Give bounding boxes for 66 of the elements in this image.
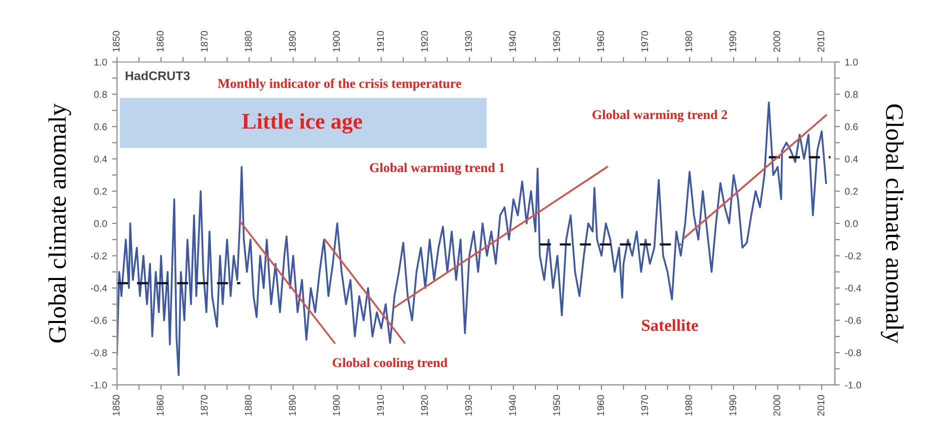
x-tick-label: 1940 <box>509 395 516 416</box>
y2-tick-label: -0.2 <box>845 252 861 260</box>
y2-tick-label: -0.8 <box>845 349 861 356</box>
x2-tick-label: 1860 <box>156 31 164 52</box>
x-tick-label: 1990 <box>729 395 736 416</box>
y-tick-label: -0.8 <box>90 349 107 356</box>
y2-tick-label: 0.2 <box>845 188 858 195</box>
x-tick-label: 1950 <box>553 395 560 416</box>
y-tick-label: 0.0 <box>94 220 107 228</box>
x-tick-label: 1930 <box>465 395 472 416</box>
x2-tick-label: 1910 <box>376 31 384 52</box>
x-tick-label: 1970 <box>641 395 648 416</box>
y-tick-label: 0.4 <box>94 156 107 162</box>
x2-tick-label: 2000 <box>773 31 780 52</box>
y2-tick-label: 0.6 <box>845 123 858 130</box>
x2-tick-label: 1960 <box>597 31 604 52</box>
y-axis-title: Global climate anomaly <box>48 103 72 343</box>
x-tick-label: 2000 <box>773 395 780 416</box>
annotation: Satellite <box>642 319 698 331</box>
y2-tick-label: -0.6 <box>845 317 861 324</box>
x-tick-label: 1900 <box>332 395 340 416</box>
y-tick-label: -0.2 <box>90 252 107 260</box>
x2-tick-label: 1920 <box>421 31 428 52</box>
y2-tick-label: -0.4 <box>845 284 862 292</box>
y2-tick-label: 0.4 <box>845 156 858 162</box>
x-tick-label: 1850 <box>112 395 120 416</box>
annotation: Global warming trend 1 <box>370 162 504 175</box>
y2-tick-label: -1.0 <box>845 382 862 389</box>
x2-tick-label: 1990 <box>729 31 736 52</box>
y-tick-label: 0.2 <box>94 188 107 195</box>
x-tick-label: 1980 <box>685 395 692 416</box>
x2-tick-label: 2010 <box>817 31 824 52</box>
x2-tick-label: 1850 <box>112 31 120 52</box>
x2-tick-label: 1900 <box>332 31 340 52</box>
x2-tick-label: 1970 <box>641 31 648 52</box>
x2-tick-label: 1980 <box>685 31 692 52</box>
annotation: HadCRUT3 <box>126 71 190 80</box>
y-tick-label: 0.6 <box>94 123 107 130</box>
x-tick-label: 1920 <box>421 395 428 416</box>
y-tick-label: -1.0 <box>90 382 107 389</box>
y-tick-label: -0.6 <box>90 317 107 324</box>
y2-tick-label: 1.0 <box>845 58 858 66</box>
x-tick-label: 1860 <box>156 395 164 416</box>
y2-tick-label: 0.0 <box>845 220 858 228</box>
x-tick-label: 1960 <box>597 395 604 416</box>
x-tick-label: 1890 <box>288 395 296 416</box>
annotation: Global warming trend 2 <box>592 110 728 122</box>
line-series <box>117 101 828 376</box>
x2-tick-label: 1890 <box>288 31 296 52</box>
y2-axis-title: Global climate anomaly <box>880 104 904 344</box>
x2-tick-label: 1880 <box>244 31 252 52</box>
x2-tick-label: 1950 <box>553 31 560 52</box>
annotation: Little ice age <box>242 113 362 134</box>
y-tick-label: -0.4 <box>90 284 107 292</box>
y-tick-label: 0.8 <box>94 91 107 98</box>
x-tick-label: 1870 <box>200 395 208 416</box>
x-tick-label: 2010 <box>817 395 824 416</box>
y2-tick-label: 0.8 <box>845 91 858 98</box>
x-tick-label: 1910 <box>376 395 384 416</box>
y-tick-label: 1.0 <box>94 58 107 66</box>
annotation: Global cooling trend <box>332 358 448 370</box>
x2-tick-label: 1930 <box>465 31 472 52</box>
x-tick-label: 1880 <box>244 395 252 416</box>
x2-tick-label: 1940 <box>509 31 516 52</box>
annotation: Monthly indicator of the crisis temperature <box>218 78 462 91</box>
x2-tick-label: 1870 <box>200 31 208 52</box>
